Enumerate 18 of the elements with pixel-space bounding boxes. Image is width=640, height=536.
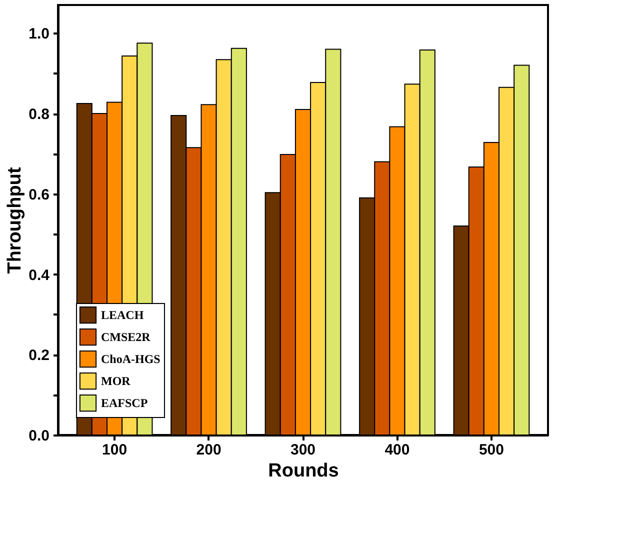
y-tick-label: 0.0 xyxy=(28,428,50,444)
legend-label: CMSE2R xyxy=(101,330,151,344)
legend-label: MOR xyxy=(101,374,131,388)
x-tick-label: 100 xyxy=(102,442,128,458)
y-tick-label: 0.8 xyxy=(28,106,50,124)
y-tick-label: 0.2 xyxy=(28,347,50,364)
y-tick-label: 1.0 xyxy=(28,26,50,43)
x-tick-label: 300 xyxy=(290,442,316,458)
x-axis-title: Rounds xyxy=(268,460,339,482)
legend-label: EAFSCP xyxy=(101,396,148,410)
x-tick-label: 500 xyxy=(478,442,504,458)
x-tick-label: 200 xyxy=(196,442,222,458)
y-tick-label: 0.6 xyxy=(28,186,50,204)
x-tick-label: 400 xyxy=(384,442,410,458)
legend-label: ChoA-HGS xyxy=(101,352,161,366)
y-tick-label: 0.4 xyxy=(28,266,50,284)
y-axis-title: Throughput xyxy=(4,166,26,274)
legend-label: LEACH xyxy=(101,308,144,322)
